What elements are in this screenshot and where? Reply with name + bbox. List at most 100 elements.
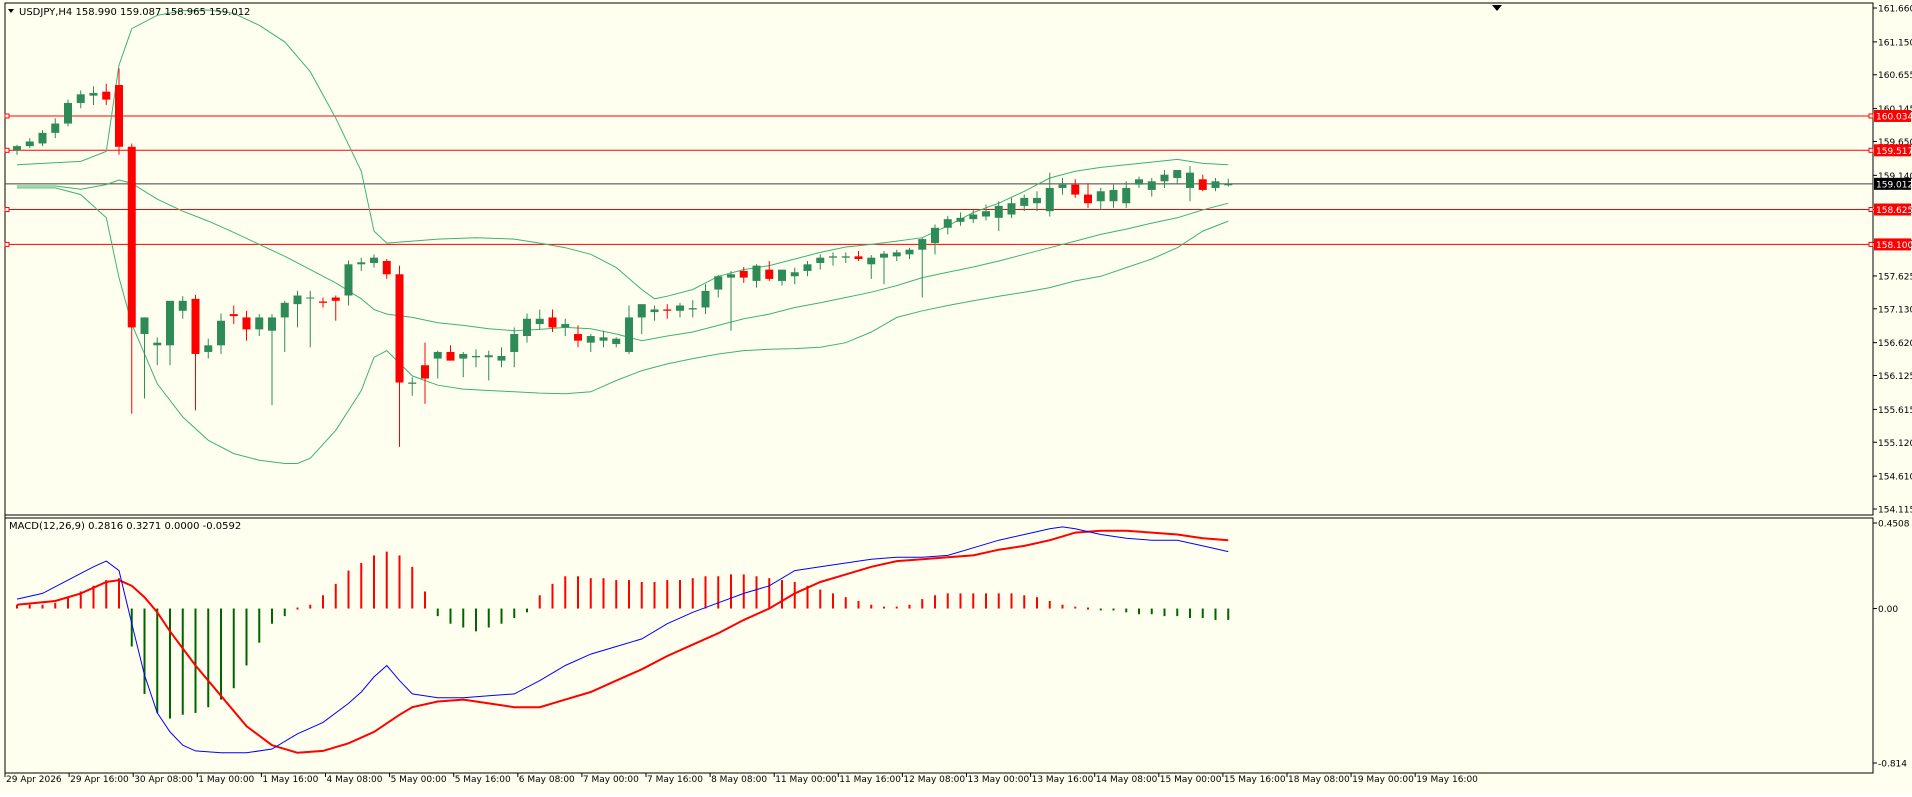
price-tick-label: 157.130 <box>1878 305 1912 315</box>
candle-95 <box>1224 178 1233 187</box>
candle-87 <box>1122 181 1131 208</box>
candle-body <box>115 85 123 147</box>
time-tick-label: 30 Apr 08:00 <box>134 775 193 785</box>
candle-93 <box>1198 174 1207 192</box>
candle-body <box>472 355 480 358</box>
candle-body <box>1173 170 1182 178</box>
candle-82 <box>1058 177 1067 195</box>
candle-body <box>89 92 98 96</box>
candle-body <box>676 305 684 311</box>
candle-body <box>956 217 965 222</box>
candle-body <box>204 345 213 352</box>
candle-body <box>408 382 417 384</box>
candle-34 <box>446 345 455 361</box>
macd-tick-label: -0.814 <box>1878 760 1907 770</box>
time-tick-label: 7 May 00:00 <box>583 775 639 785</box>
price-tick-label: 155.615 <box>1878 406 1912 416</box>
candle-1 <box>25 138 34 149</box>
candle-body <box>344 264 353 296</box>
price-axis: 161.660161.150160.655160.145159.650159.1… <box>1873 5 1912 516</box>
level-handle-left-1[interactable] <box>4 147 10 153</box>
level-handle-right-0[interactable] <box>1868 113 1874 119</box>
candle-58 <box>752 264 761 288</box>
time-tick-label: 19 May 00:00 <box>1352 775 1414 785</box>
time-tick-label: 11 May 16:00 <box>839 775 901 785</box>
candle-17 <box>229 305 238 325</box>
candle-body <box>625 317 633 352</box>
candle-body <box>905 249 914 255</box>
candle-32 <box>421 342 429 404</box>
level-handle-left-0[interactable] <box>4 113 10 119</box>
candle-body <box>982 211 990 217</box>
candle-body <box>1160 174 1169 182</box>
macd-signal-line <box>16 529 1229 754</box>
candle-31 <box>408 377 417 396</box>
time-tick-label: 19 May 16:00 <box>1416 775 1478 785</box>
candle-4 <box>64 99 72 127</box>
candle-90 <box>1160 170 1169 188</box>
candle-body <box>280 302 289 318</box>
candle-28 <box>370 254 378 268</box>
candle-79 <box>1020 194 1029 212</box>
candle-body <box>1020 197 1029 206</box>
candle-16 <box>217 313 225 354</box>
candle-43 <box>561 318 570 337</box>
candle-body <box>433 351 442 359</box>
candle-body <box>867 257 876 265</box>
level-handle-right-3[interactable] <box>1868 241 1874 247</box>
macd-axis: 0.4508 0.00 -0.814 <box>1873 520 1910 770</box>
candle-46 <box>599 330 608 348</box>
level-handle-right-2[interactable] <box>1868 207 1874 213</box>
candle-45 <box>586 334 595 352</box>
candle-body <box>727 274 735 278</box>
level-handle-left-3[interactable] <box>4 241 10 247</box>
candle-body <box>561 324 570 328</box>
candle-body <box>663 309 672 311</box>
candle-0 <box>13 144 21 155</box>
price-tick-label: 154.115 <box>1878 506 1912 516</box>
candle-91 <box>1173 170 1182 184</box>
level-price-label: 160.034 <box>1876 112 1912 122</box>
candle-53 <box>688 300 697 318</box>
candle-body <box>739 270 748 278</box>
candle-body <box>943 219 952 228</box>
candle-body <box>166 300 174 346</box>
candle-78 <box>1007 197 1016 218</box>
candle-body <box>1096 191 1105 202</box>
macd-tick-label: 0.4508 <box>1878 520 1910 530</box>
candle-body <box>306 297 315 299</box>
candle-2 <box>38 130 47 147</box>
level-handle-right-1[interactable] <box>1868 147 1874 153</box>
candle-14 <box>191 294 200 411</box>
candle-body <box>1033 197 1041 204</box>
candle-13 <box>178 296 187 319</box>
price-tick-label: 156.125 <box>1878 372 1912 382</box>
chart-menu-triangle-icon[interactable] <box>8 9 14 13</box>
candle-75 <box>969 209 978 224</box>
candle-body <box>497 355 506 361</box>
candle-22 <box>293 290 302 328</box>
macd-main-line <box>16 526 1229 754</box>
candle-body <box>446 351 455 361</box>
candle-66 <box>854 251 863 261</box>
chart-shift-marker[interactable] <box>1492 5 1502 11</box>
candle-body <box>370 257 378 263</box>
candle-body <box>293 295 302 305</box>
candle-body <box>650 309 659 313</box>
candle-body <box>701 290 710 308</box>
time-tick-label: 4 May 08:00 <box>327 775 383 785</box>
candle-44 <box>574 325 582 348</box>
candle-56 <box>727 270 735 331</box>
candle-body <box>140 317 149 335</box>
level-handle-left-2[interactable] <box>4 207 10 213</box>
candle-body <box>586 336 595 343</box>
candle-body <box>688 308 697 310</box>
price-tick-label: 156.620 <box>1878 339 1912 349</box>
candle-5 <box>76 90 85 109</box>
time-axis: 29 Apr 2026 29 Apr 16:00 30 Apr 08:00 1 May… <box>4 773 1478 785</box>
candle-6 <box>89 86 98 105</box>
macd-panel-header: MACD(12,26,9) 0.2816 0.3271 0.0000 -0.05… <box>9 521 241 532</box>
bollinger-upper-line <box>16 9 1229 300</box>
candle-42 <box>548 309 557 333</box>
